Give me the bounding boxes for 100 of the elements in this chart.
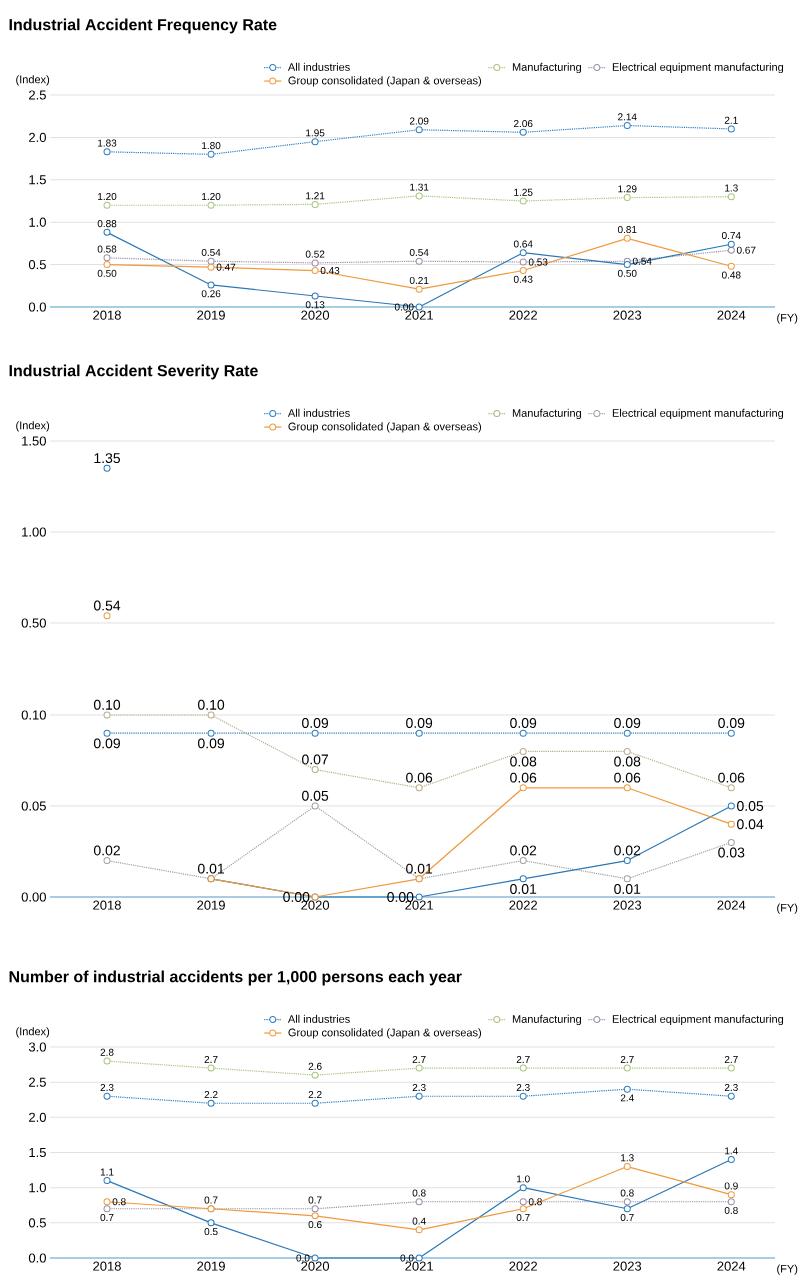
data-label: 0.02: [93, 845, 120, 856]
data-label: 2.6: [308, 1062, 322, 1070]
data-label: 0.53: [528, 258, 548, 266]
y-axis-title: (Index): [16, 1027, 50, 1038]
data-label: 0.02: [614, 845, 641, 856]
data-label: 0.01: [197, 863, 224, 874]
data-label: 0.06: [614, 772, 641, 783]
data-label: 0.81: [617, 226, 637, 234]
legend-label: All industries: [287, 62, 350, 71]
data-label: 1.20: [202, 192, 221, 201]
y-tick-label: 0.00: [21, 892, 46, 902]
x-tick-label: 2020: [301, 1261, 330, 1271]
data-label: 0.06: [510, 772, 537, 783]
data-label: 1.0: [517, 1175, 530, 1183]
legend-label: Electrical equipment manufacturing: [612, 1014, 784, 1026]
data-label: 2.7: [516, 1055, 530, 1063]
data-label: 0.06: [406, 772, 433, 783]
data-label: 1.83: [98, 139, 117, 147]
data-label: 1.21: [306, 192, 325, 200]
y-tick-label: 0.5: [28, 1218, 46, 1228]
data-label: 2.09: [409, 117, 429, 125]
y-tick-label: 1.00: [22, 527, 46, 537]
y-tick-label: 1.0: [29, 217, 46, 227]
data-label: 2.2: [308, 1091, 322, 1099]
data-label: 0.10: [93, 699, 121, 710]
x-tick-label: 2018: [93, 900, 121, 910]
data-label: 0.04: [737, 819, 764, 830]
data-label: 0.43: [513, 275, 533, 283]
y-tick-label: 1.0: [29, 1183, 46, 1193]
legend-label: Manufacturing: [512, 62, 581, 74]
data-label: 1.3: [725, 184, 738, 192]
y-axis-title: (Index): [16, 421, 50, 432]
x-axis-title: (FY): [777, 903, 798, 914]
data-label: 0.54: [409, 248, 429, 256]
legend-label: Electrical equipment manufacturing: [612, 408, 784, 420]
data-label: 0.08: [614, 756, 641, 767]
data-label: 0.0: [400, 1254, 414, 1262]
legend-label: Group consolidated (Japan & overseas): [288, 422, 482, 433]
y-tick-label: 2.0: [29, 1112, 46, 1122]
data-label: 0.09: [510, 718, 537, 728]
x-tick-label: 2018: [93, 310, 121, 320]
data-label: 2.8: [100, 1048, 114, 1056]
data-label: 0.67: [736, 246, 756, 254]
x-tick-label: 2021: [405, 900, 433, 910]
x-tick-label: 2024: [717, 1261, 746, 1271]
y-tick-label: 1.50: [22, 436, 46, 446]
data-label: 0.10: [197, 699, 225, 710]
data-label: 0.5: [204, 1228, 218, 1236]
data-label: 0.01: [614, 883, 641, 894]
x-tick-label: 2024: [717, 900, 746, 910]
data-label: 0.09: [406, 718, 433, 728]
data-label: 0.43: [320, 266, 340, 275]
data-label: 0.9: [724, 1182, 738, 1190]
data-label: 1.3: [621, 1154, 634, 1162]
data-label: 0.8: [412, 1189, 426, 1197]
data-label: 0.52: [305, 250, 325, 258]
data-label: 0.09: [302, 718, 329, 728]
data-label: 0.88: [97, 220, 117, 228]
y-tick-label: 3.0: [28, 1042, 46, 1052]
data-label: 0.6: [308, 1220, 322, 1229]
data-label: 1.80: [202, 142, 221, 150]
legend-label: Manufacturing: [512, 1014, 581, 1026]
data-label: 1.20: [98, 192, 117, 201]
data-label: 0.02: [510, 845, 537, 856]
data-label: 0.58: [97, 245, 117, 253]
data-label: 0.7: [204, 1196, 218, 1204]
x-axis-title: (FY): [777, 1264, 798, 1275]
data-label: 0.08: [510, 756, 537, 767]
chart-title: Industrial Accident Frequency Rate: [9, 18, 277, 34]
data-label: 2.06: [513, 120, 533, 128]
data-label: 0.64: [513, 240, 533, 248]
data-label: 0.7: [308, 1196, 322, 1204]
chart-title: Number of industrial accidents per 1,000 persons each year: [9, 970, 462, 986]
data-label: 0.00: [394, 303, 414, 311]
data-label: 2.3: [100, 1083, 114, 1092]
data-label: 0.09: [718, 718, 745, 728]
x-tick-label: 2019: [197, 900, 225, 910]
legend-label: Electrical equipment manufacturing: [612, 62, 784, 74]
data-label: 0.05: [302, 790, 329, 801]
x-tick-label: 2023: [613, 1261, 642, 1271]
x-tick-label: 2019: [197, 310, 225, 320]
y-tick-label: 0.5: [28, 259, 46, 270]
x-tick-label: 2019: [197, 1261, 225, 1271]
data-label: 0.50: [617, 269, 637, 277]
y-tick-label: 1.5: [29, 175, 46, 185]
x-axis-title: (FY): [777, 313, 798, 324]
data-label: 0.03: [718, 847, 745, 858]
data-label: 0.54: [201, 248, 221, 256]
data-label: 2.7: [620, 1055, 634, 1063]
data-label: 2.1: [724, 116, 738, 124]
data-label: 2.3: [724, 1083, 738, 1092]
x-tick-label: 2018: [93, 1261, 121, 1271]
x-tick-label: 2022: [509, 310, 537, 320]
data-label: 0.26: [201, 290, 221, 298]
y-tick-label: 1.5: [29, 1147, 46, 1158]
data-label: 0.00: [283, 892, 310, 902]
data-label: 2.7: [204, 1055, 218, 1063]
data-label: 2.4: [620, 1094, 634, 1102]
legend-label: Manufacturing: [512, 408, 581, 420]
y-tick-label: 0.05: [21, 801, 46, 811]
